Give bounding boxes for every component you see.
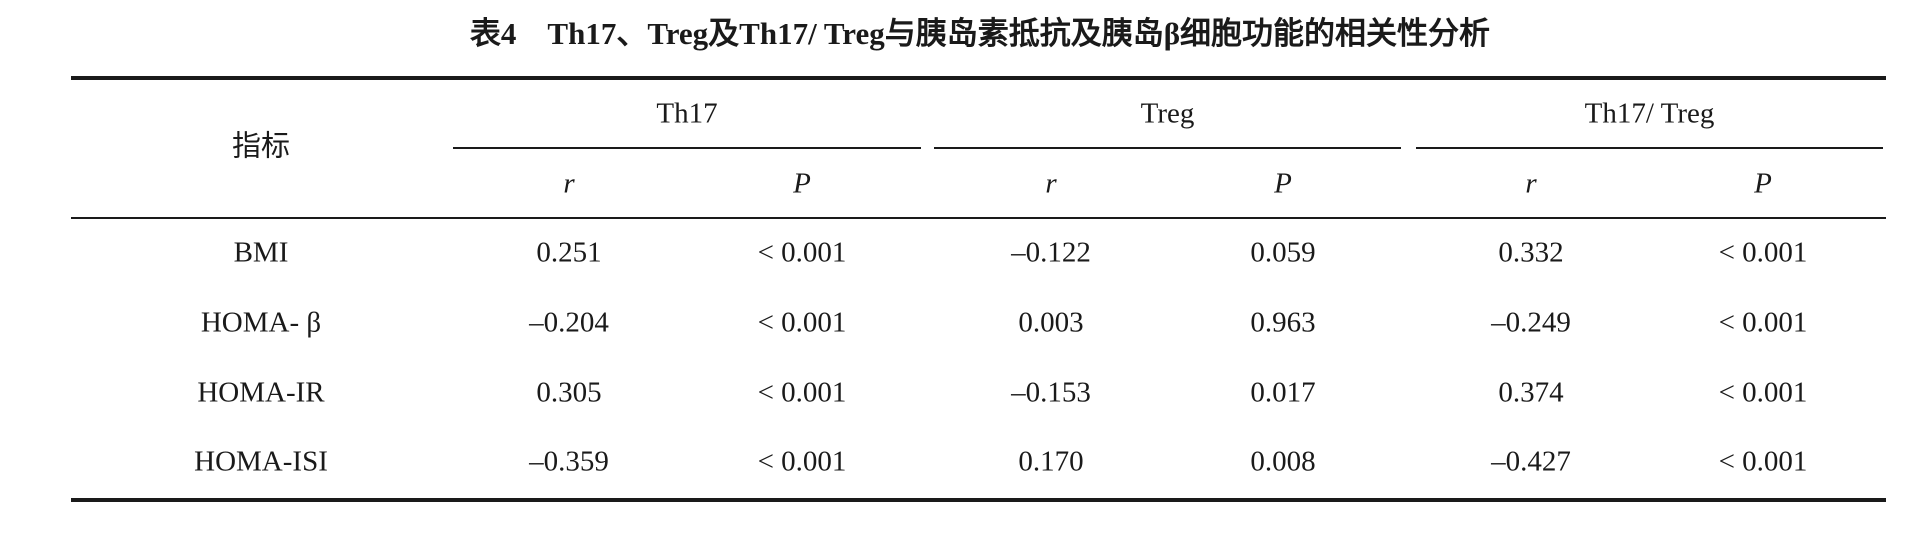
table-cell: 0.251 — [536, 237, 601, 269]
table-cell: –0.153 — [1010, 377, 1091, 409]
table-cell: 0.008 — [1250, 446, 1315, 478]
row-label: BMI — [234, 237, 289, 269]
table-cell: 0.305 — [536, 377, 601, 409]
table-cell: < 0.001 — [758, 446, 847, 478]
table-cell: < 0.001 — [1719, 377, 1808, 409]
table-cell: 0.017 — [1250, 377, 1315, 409]
column-header: P — [1753, 168, 1772, 200]
table-cell: –0.249 — [1490, 307, 1571, 339]
table-title: 表4 Th17、Treg及Th17/ Treg与胰岛素抵抗及胰岛β细胞功能的相关… — [470, 16, 1490, 51]
column-header: P — [792, 168, 811, 200]
table-cell: 0.374 — [1498, 377, 1564, 409]
table-cell: < 0.001 — [758, 307, 847, 339]
table-cell: 0.332 — [1498, 237, 1563, 269]
column-header: P — [1273, 168, 1292, 200]
table-cell: < 0.001 — [758, 237, 847, 269]
row-label: HOMA-ISI — [194, 446, 328, 478]
table-cell: < 0.001 — [758, 377, 847, 409]
table-cell: 0.003 — [1018, 307, 1083, 339]
group-header: Treg — [1141, 98, 1195, 130]
table-cell: –0.359 — [528, 446, 609, 478]
index-header: 指标 — [232, 130, 290, 163]
column-header: r — [1045, 168, 1057, 200]
table-cell: –0.122 — [1010, 237, 1091, 269]
column-header: r — [563, 168, 575, 200]
group-header: Th17/ Treg — [1585, 98, 1715, 130]
row-label: HOMA- β — [201, 307, 321, 339]
table-cell: 0.059 — [1250, 237, 1315, 269]
column-header: r — [1525, 168, 1537, 200]
table-cell: < 0.001 — [1719, 237, 1808, 269]
table-cell: 0.963 — [1250, 307, 1315, 339]
table-cell: < 0.001 — [1719, 446, 1808, 478]
row-label: HOMA-IR — [197, 377, 325, 409]
table-cell: < 0.001 — [1719, 307, 1808, 339]
table-cell: –0.204 — [528, 307, 609, 339]
group-header: Th17 — [656, 98, 717, 130]
table-cell: –0.427 — [1490, 446, 1571, 478]
table-cell: 0.170 — [1018, 446, 1083, 478]
